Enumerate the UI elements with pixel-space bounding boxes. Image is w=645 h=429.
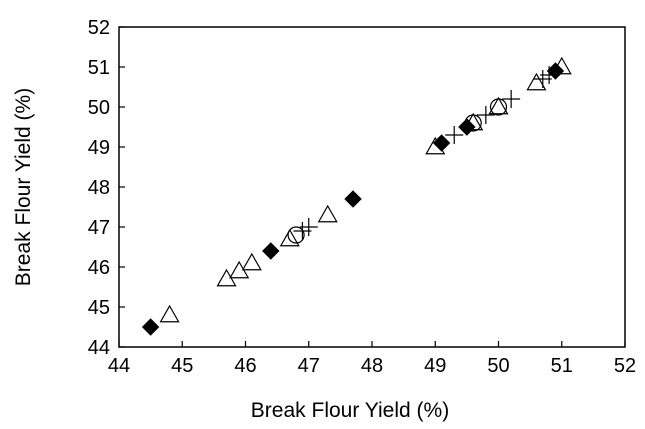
x-tick-label: 50 — [487, 355, 509, 377]
triangle-point — [551, 56, 572, 75]
triangle-point — [526, 72, 547, 91]
y-axis-tick-labels: 44 45 46 47 48 49 50 51 52 — [88, 17, 110, 359]
y-tick-label: 44 — [88, 337, 110, 359]
circle-point — [287, 226, 305, 244]
tick-marks — [118, 26, 626, 348]
plus-point — [476, 106, 495, 124]
circle-point — [489, 98, 508, 116]
plus-point — [502, 90, 521, 108]
plus-point — [540, 66, 559, 84]
x-tick-label: 52 — [614, 355, 636, 377]
x-axis-title: Break Flour Yield (%) — [251, 399, 449, 422]
x-tick-label: 46 — [234, 355, 256, 377]
diamond-point — [546, 62, 565, 80]
y-tick-label: 46 — [88, 257, 110, 279]
triangle-point — [425, 136, 446, 155]
triangle-point — [463, 112, 484, 131]
x-tick-label: 44 — [108, 355, 130, 377]
circle-point — [464, 114, 482, 132]
y-tick-label: 51 — [88, 57, 110, 79]
y-tick-label: 50 — [88, 97, 110, 119]
diamond-point — [344, 190, 362, 208]
x-axis-tick-labels: 44 45 46 47 48 49 50 51 52 — [108, 355, 636, 377]
x-tick-label: 45 — [171, 355, 193, 377]
triangle-point — [241, 252, 262, 271]
diamond-point — [262, 242, 280, 260]
plus-point — [299, 218, 318, 236]
diamond-point — [141, 318, 160, 336]
triangle-point — [159, 304, 180, 323]
y-axis-title: Break Flour Yield (%) — [12, 88, 35, 286]
triangle-point — [317, 204, 338, 223]
triangle-point — [279, 228, 300, 247]
y-tick-label: 49 — [88, 137, 110, 159]
y-tick-label: 52 — [88, 17, 110, 39]
y-tick-label: 45 — [88, 297, 110, 319]
y-tick-label: 47 — [88, 217, 110, 239]
y-tick-label: 48 — [88, 177, 110, 199]
x-tick-label: 49 — [424, 355, 446, 377]
data-points — [141, 56, 572, 336]
x-tick-label: 48 — [361, 355, 383, 377]
x-tick-label: 47 — [298, 355, 320, 377]
triangle-point — [488, 96, 509, 115]
x-tick-label: 51 — [551, 355, 573, 377]
plus-point — [445, 126, 464, 144]
